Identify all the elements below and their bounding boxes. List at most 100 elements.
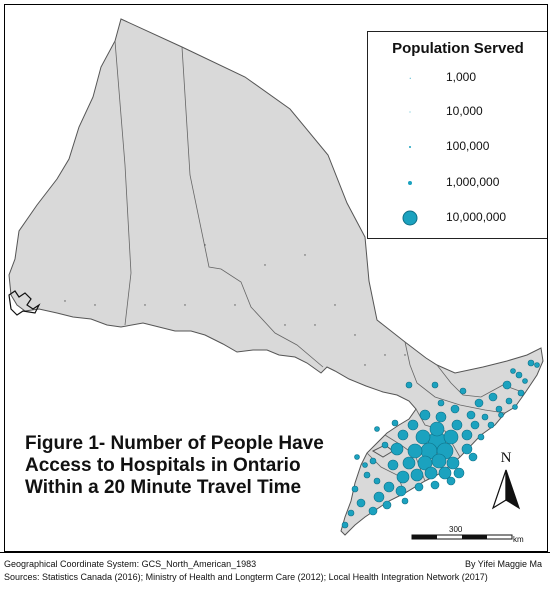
hospital-symbol: [401, 497, 409, 505]
small-community-point: [314, 324, 316, 326]
legend-row: 10,000,000: [368, 208, 547, 228]
hospital-symbol: [461, 443, 473, 455]
northwest-boundary-line: [114, 40, 132, 326]
hospital-symbol: [488, 392, 498, 402]
hospital-symbol: [397, 429, 409, 441]
legend-symbol: [409, 77, 411, 79]
hospital-symbol: [368, 506, 378, 516]
hospital-symbol: [505, 397, 513, 405]
figure-title-line: Figure 1- Number of People Have: [25, 433, 324, 454]
hospital-symbol: [450, 404, 460, 414]
legend-row: 1,000: [368, 68, 547, 88]
small-community-point: [304, 254, 306, 256]
northern-boundary-line: [181, 46, 324, 368]
hospital-symbol: [461, 429, 473, 441]
legend-label: 100,000: [446, 139, 490, 153]
hospital-symbol: [414, 482, 424, 492]
figure-title-line: Within a 20 Minute Travel Time: [25, 477, 302, 498]
scale-unit: km: [513, 535, 524, 544]
hospital-symbol: [391, 419, 399, 427]
hospital-symbol: [453, 467, 465, 479]
north-letter: N: [500, 450, 512, 466]
hospital-symbol: [407, 443, 423, 459]
hospital-symbol: [459, 387, 467, 395]
hospital-symbol: [443, 429, 459, 445]
hospital-symbol: [363, 471, 371, 479]
small-community-point: [204, 244, 206, 246]
small-community-point: [334, 304, 336, 306]
southern-boundary-line-1: [404, 341, 506, 414]
legend-row: 10,000: [368, 102, 547, 122]
hospital-symbol: [474, 398, 484, 408]
legend-symbol: [409, 111, 411, 113]
legend-label: 1,000: [446, 70, 477, 84]
hospital-symbol: [498, 412, 504, 418]
small-community-point: [264, 264, 266, 266]
small-community-point: [234, 304, 236, 306]
hospital-symbol: [390, 442, 404, 456]
legend-label: 10,000,000: [446, 210, 507, 224]
small-community-point: [184, 304, 186, 306]
hospital-symbol: [373, 477, 381, 485]
ontario-map: [8, 18, 544, 536]
north-arrow-icon: [491, 469, 521, 510]
hospital-symbol: [410, 468, 424, 482]
legend-symbol: [402, 210, 418, 226]
hospital-symbol: [382, 500, 392, 510]
coordinate-system-text: Geographical Coordinate System: GCS_Nort…: [4, 559, 257, 569]
hospital-symbol: [407, 419, 419, 431]
figure-title: Figure 1- Number of People Have Access t…: [25, 433, 324, 499]
small-community-point: [64, 300, 66, 302]
small-community-point: [94, 304, 96, 306]
hospital-symbol: [396, 470, 410, 484]
scale-bar-graphic: [411, 534, 513, 540]
lake-of-the-woods-shoreline: [8, 290, 41, 316]
sources-text: Sources: Statistics Canada (2016); Minis…: [4, 572, 488, 582]
legend-title: Population Served: [392, 40, 524, 57]
hospital-symbol: [405, 381, 413, 389]
hospital-symbol: [466, 410, 476, 420]
hospital-symbol: [468, 452, 478, 462]
hospital-symbol: [373, 491, 385, 503]
map-panel: Population Served 1,000 10,000 100,000 1…: [4, 4, 548, 552]
legend-row: 100,000: [368, 137, 547, 157]
hospital-symbol: [374, 426, 380, 432]
hospital-symbol: [470, 420, 480, 430]
hospital-symbol: [402, 456, 416, 470]
hospital-symbol: [437, 399, 445, 407]
hospital-symbol: [495, 405, 503, 413]
hospital-symbol: [487, 421, 495, 429]
hospital-symbol: [431, 453, 447, 469]
hospital-symbol: [362, 462, 368, 468]
small-community-point: [284, 324, 286, 326]
hospital-symbol: [435, 411, 447, 423]
hospital-symbol: [477, 433, 485, 441]
hospital-symbol: [356, 498, 366, 508]
hospital-symbol: [341, 521, 349, 529]
hospital-symbol: [438, 466, 452, 480]
hospital-symbol: [502, 380, 512, 390]
hospital-symbol: [381, 441, 389, 449]
hospital-symbol: [512, 404, 518, 410]
legend-symbol: [409, 146, 411, 148]
hospital-symbol: [517, 389, 525, 397]
hospital-symbol: [395, 485, 407, 497]
scale-value: 300: [449, 525, 463, 534]
hospital-symbol: [415, 429, 431, 445]
north-arrow: N: [489, 450, 523, 512]
hospital-symbol: [424, 466, 438, 480]
legend-symbol: [408, 181, 412, 185]
hospital-symbol: [522, 378, 528, 384]
hospital-symbol: [431, 381, 439, 389]
hospital-symbol: [383, 481, 395, 493]
small-community-point: [404, 354, 406, 356]
hospital-symbol: [534, 362, 540, 368]
legend-row: 1,000,000: [368, 173, 547, 193]
hospital-symbol: [515, 371, 523, 379]
hospital-symbol: [387, 459, 399, 471]
footer: Geographical Coordinate System: GCS_Nort…: [0, 552, 550, 589]
hospital-symbol: [347, 509, 355, 517]
small-community-point: [364, 364, 366, 366]
hospital-symbol: [351, 485, 359, 493]
